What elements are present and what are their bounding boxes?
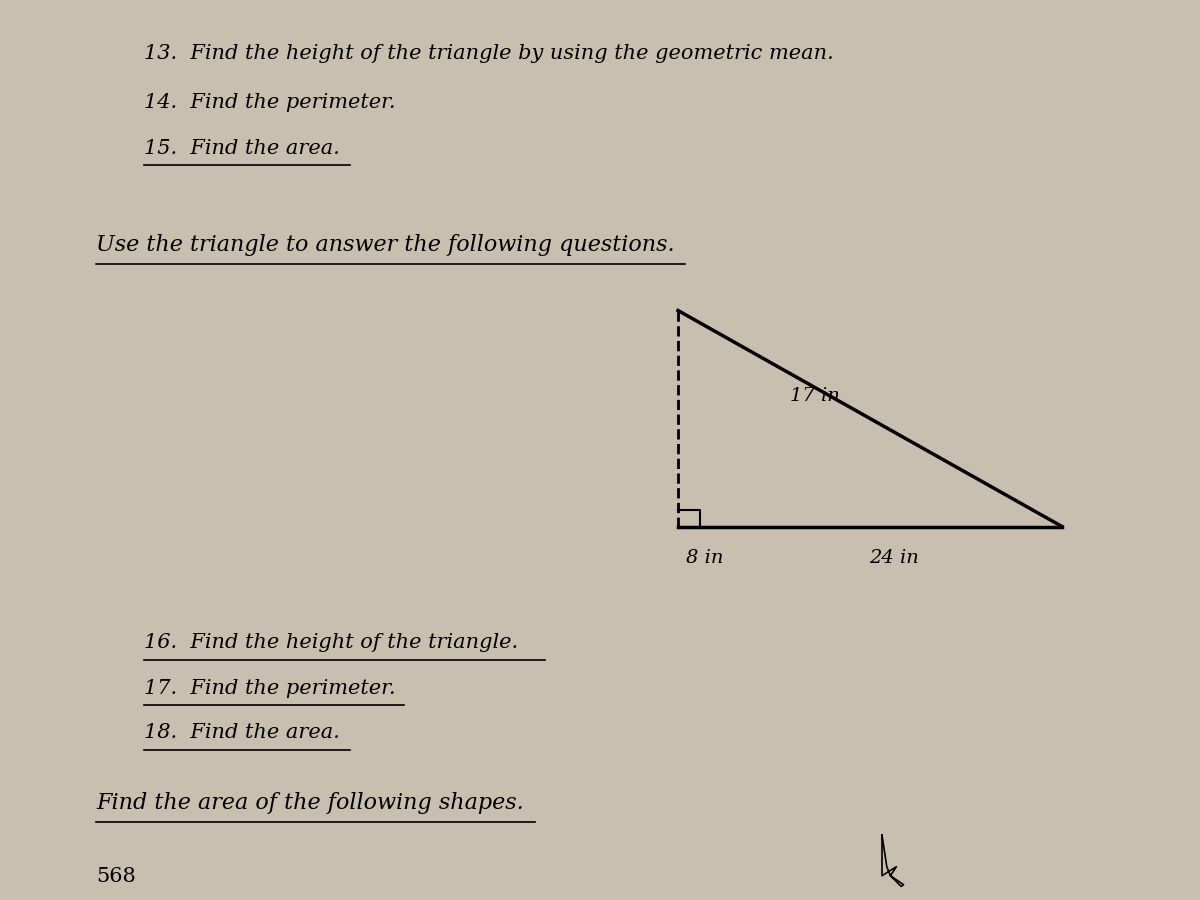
Text: 14.  Find the perimeter.: 14. Find the perimeter. [144,94,396,112]
Text: Use the triangle to answer the following questions.: Use the triangle to answer the following… [96,235,674,256]
Text: 15.  Find the area.: 15. Find the area. [144,139,340,158]
Text: 13.  Find the height of the triangle by using the geometric mean.: 13. Find the height of the triangle by u… [144,44,834,63]
Text: 17.  Find the perimeter.: 17. Find the perimeter. [144,679,396,698]
Text: 16.  Find the height of the triangle.: 16. Find the height of the triangle. [144,634,518,652]
Text: 24 in: 24 in [869,549,919,567]
Text: 17 in: 17 in [790,387,839,405]
Text: 18.  Find the area.: 18. Find the area. [144,724,340,742]
Text: 568: 568 [96,868,136,886]
Text: 8 in: 8 in [686,549,724,567]
Text: Find the area of the following shapes.: Find the area of the following shapes. [96,793,523,814]
